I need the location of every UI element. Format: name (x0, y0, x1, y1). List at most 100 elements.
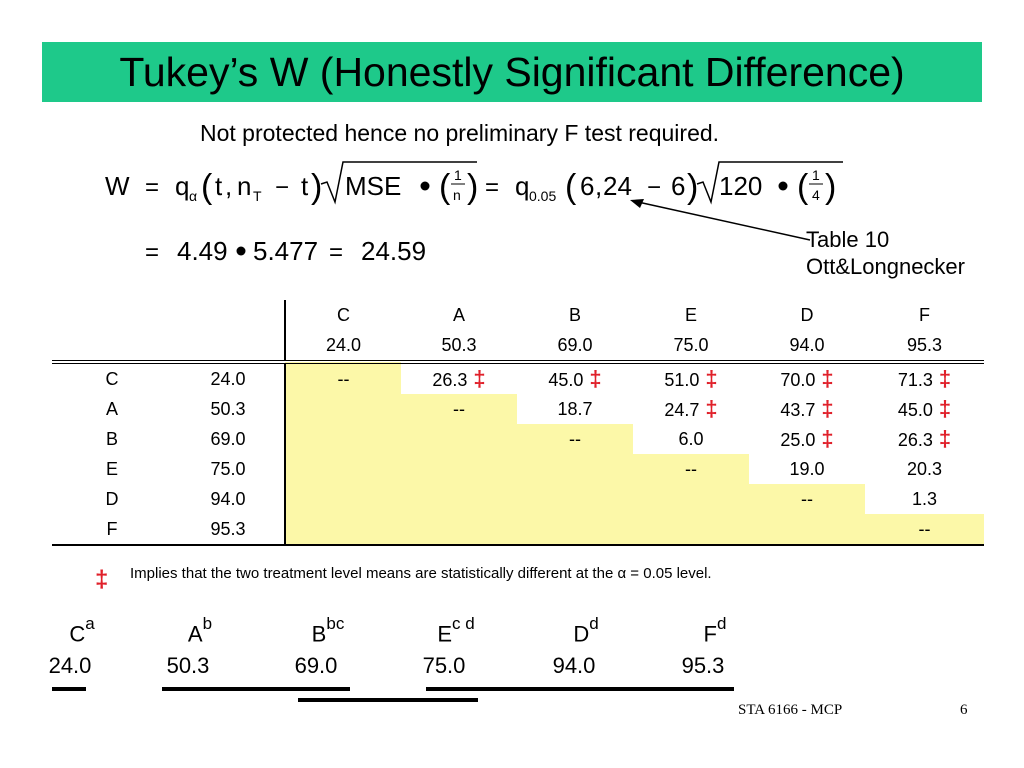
tukey-formula: W = q α ( t , n T − t ) MSE ( 1 n ) = q … (105, 161, 843, 266)
table-cell (285, 394, 401, 424)
row-label: C (105, 368, 119, 389)
header-blank (172, 330, 286, 362)
formula-val3: 24.59 (361, 236, 426, 266)
table-cell (285, 424, 401, 454)
table-cell: -- (285, 362, 401, 394)
cell-value: 71.3 (897, 370, 933, 390)
table-cell (401, 424, 517, 454)
svg-text:=: = (145, 239, 159, 266)
table-header-means: 24.0 50.3 69.0 75.0 94.0 95.3 (52, 330, 984, 362)
cell-value: -- (453, 398, 465, 419)
svg-text:−: − (647, 174, 661, 201)
row-label: B (105, 428, 118, 449)
significance-dagger: ‡ (473, 366, 486, 391)
cell-value: -- (569, 428, 581, 449)
col-mean: 75.0 (673, 334, 709, 355)
table-cell: 20.3 (865, 454, 984, 484)
cell-value: -- (685, 458, 697, 479)
cell-value: 6.0 (678, 428, 704, 449)
non-significance-bar (426, 687, 734, 691)
legend-text: Implies that the two treatment level mea… (130, 565, 712, 582)
formula-T: T (253, 188, 262, 204)
group-mean: 75.0 (422, 653, 466, 678)
formula-eq1: = (145, 174, 159, 201)
table-cell: -- (517, 424, 633, 454)
table-cell: 6.0 (633, 424, 749, 454)
table-cell: -- (749, 484, 865, 514)
table-ref-arrow (630, 199, 811, 241)
table-cell: 45.0 ‡ (865, 394, 984, 424)
svg-text:24: 24 (603, 171, 632, 201)
group-letter: d (716, 614, 727, 633)
row-mean: 95.3 (172, 514, 286, 545)
col-mean: 95.3 (906, 334, 943, 355)
group-label: Dd (556, 614, 616, 647)
table-row: A 50.3 -- 18.7 24.7 ‡ 43.7 ‡ 45.0 ‡ (52, 394, 984, 424)
cell-value: 45.0 (548, 370, 584, 390)
table-cell (517, 454, 633, 484)
col-mean: 69.0 (557, 334, 593, 355)
table-row: B 69.0 -- 6.0 25.0 ‡ 26.3 ‡ (52, 424, 984, 454)
significance-dagger: ‡ (938, 426, 952, 451)
group-label: Ec d (426, 614, 486, 647)
group-letter: b (202, 614, 213, 633)
table-cell: 26.3 ‡ (401, 362, 517, 394)
group-letter: d (589, 614, 599, 633)
non-significance-bar (162, 687, 350, 691)
group-mean: 95.3 (681, 653, 725, 678)
formula-q: q (175, 171, 189, 201)
table-cell: 26.3 ‡ (865, 424, 984, 454)
formula-val2: 5.477 (253, 236, 318, 266)
formula-alpha: α (189, 188, 197, 204)
formula-q-sub: 0.05 (529, 188, 556, 204)
svg-text:(: ( (439, 168, 451, 206)
cell-value: 43.7 (780, 400, 816, 420)
group-treatment: A (187, 621, 203, 647)
row-mean: 24.0 (172, 362, 286, 394)
svg-text:(: ( (201, 168, 213, 206)
table-cell: 43.7 ‡ (749, 394, 865, 424)
cell-value: 70.0 (780, 370, 816, 390)
cell-value: -- (918, 518, 931, 539)
table-row: C 24.0 -- 26.3 ‡ 45.0 ‡ 51.0 ‡ 70.0 ‡ 71.3 ‡ (52, 362, 984, 394)
group-treatment: E (437, 621, 452, 647)
svg-text:120: 120 (719, 171, 762, 201)
formula-minus1: − (275, 174, 289, 201)
col-mean: 50.3 (441, 334, 477, 355)
table-cell (517, 514, 633, 545)
table-cell: 71.3 ‡ (865, 362, 984, 394)
svg-text:=: = (329, 239, 343, 266)
significance-dagger: ‡ (705, 366, 718, 391)
row-mean: 69.0 (172, 424, 286, 454)
svg-text:1: 1 (454, 167, 462, 183)
table-cell: 18.7 (517, 394, 633, 424)
formula-mse: MSE (345, 171, 401, 201)
table-row: D 94.0 -- 1.3 (52, 484, 984, 514)
group-mean: 24.0 (48, 653, 92, 678)
table-reference: Table 10 Ott&Longnecker (806, 227, 965, 279)
group-mean: 94.0 (552, 653, 596, 678)
significance-dagger: ‡ (938, 366, 952, 391)
significance-dagger: ‡ (821, 396, 834, 421)
col-mean: 24.0 (325, 334, 362, 355)
row-mean: 94.0 (172, 484, 286, 514)
group-treatment: C (69, 621, 86, 647)
group-treatment: B (311, 621, 327, 647)
svg-text:1: 1 (812, 167, 820, 183)
col-mean: 94.0 (789, 334, 825, 355)
svg-text:6: 6 (580, 171, 594, 201)
non-significance-bar (298, 698, 478, 702)
non-significance-bar (52, 687, 86, 691)
table-cell (401, 514, 517, 545)
row-label: D (105, 488, 119, 509)
group-letter: a (85, 614, 95, 633)
table-cell (633, 484, 749, 514)
significance-dagger: ‡ (821, 366, 834, 391)
formula-W: W (105, 171, 130, 201)
subtitle: Not protected hence no preliminary F tes… (200, 120, 720, 146)
table-cell: 70.0 ‡ (749, 362, 865, 394)
table-cell: 51.0 ‡ (633, 362, 749, 394)
table-cell: -- (633, 454, 749, 484)
header-blank (172, 300, 286, 330)
svg-text:): ) (825, 168, 836, 206)
